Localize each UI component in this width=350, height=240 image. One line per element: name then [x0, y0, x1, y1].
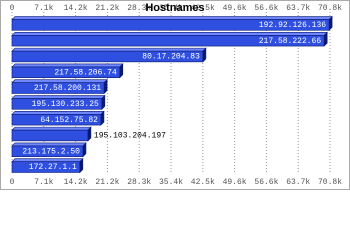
x-tick-label: 42.5k [191, 4, 215, 13]
bar [11, 129, 89, 142]
bar [11, 19, 330, 31]
x-tick-label: 63.7k [286, 4, 310, 13]
x-tick-label: 7.1k [34, 4, 53, 13]
x-tick-label: 49.6k [223, 4, 247, 13]
bar-label: 80.17.204.83 [142, 53, 200, 62]
bar-top [11, 111, 105, 115]
x-tick-label: 63.7k [286, 178, 310, 187]
bar-label: 64.152.75.82 [40, 116, 98, 125]
bar-label: 192.92.126.136 [259, 21, 326, 30]
bar [11, 161, 81, 173]
chart-title: Hostnames [145, 2, 204, 14]
bar-label: 217.58.206.74 [54, 68, 117, 77]
bar-top [11, 95, 106, 99]
x-tick-label: 35.4k [159, 4, 183, 13]
chart-frame [0, 0, 350, 190]
bar [11, 114, 102, 126]
bar-label: 213.175.2.50 [22, 147, 80, 156]
x-tick-label: 56.6k [254, 178, 278, 187]
x-tick-label: 35.4k [159, 178, 183, 187]
x-tick-label: 7.1k [34, 178, 53, 187]
x-tick-label: 28.3k [127, 4, 151, 13]
bar-top [11, 158, 84, 163]
bar-top [11, 142, 87, 147]
x-tick-label: 14.2k [64, 178, 88, 187]
bar-top [11, 47, 207, 52]
bar [11, 66, 121, 78]
x-tick-label: 42.5k [191, 178, 215, 187]
bar-top [11, 16, 333, 20]
x-tick-label: 28.3k [127, 178, 151, 187]
bar-top [11, 79, 108, 84]
x-tick-label: 49.6k [223, 178, 247, 187]
x-tick-label: 56.6k [254, 4, 278, 13]
x-tick-label: 70.8k [318, 4, 342, 13]
bar-top [11, 32, 328, 36]
bar-top [11, 63, 124, 68]
chart: 0 0 7.1k 7.1k 14.2k 14.2k 21.2k 21.2k 28.3k 28.3k… [0, 0, 350, 190]
bar-label: 217.58.200.131 [34, 84, 101, 93]
bar [11, 145, 84, 157]
bar-label: 195.130.233.25 [32, 100, 99, 109]
plot: 0 0 7.1k 7.1k 14.2k 14.2k 21.2k 21.2k 28.3k 28.3k… [10, 4, 343, 187]
bar-label: 195.103.204.197 [94, 132, 166, 141]
bar [11, 35, 325, 47]
x-tick-label: 21.2k [95, 178, 119, 187]
x-tick-label: 0 [10, 4, 15, 13]
x-tick-label: 0 [10, 178, 15, 187]
x-tick-label: 14.2k [64, 4, 88, 13]
x-tick-label: 21.2k [95, 4, 119, 13]
bar-label: 172.27.1.1 [29, 163, 77, 172]
bar-top [11, 126, 92, 131]
bar [11, 98, 103, 110]
bar [11, 50, 204, 63]
bar [11, 82, 105, 94]
bar-label: 217.58.222.66 [259, 37, 322, 46]
x-tick-label: 70.8k [318, 178, 342, 187]
